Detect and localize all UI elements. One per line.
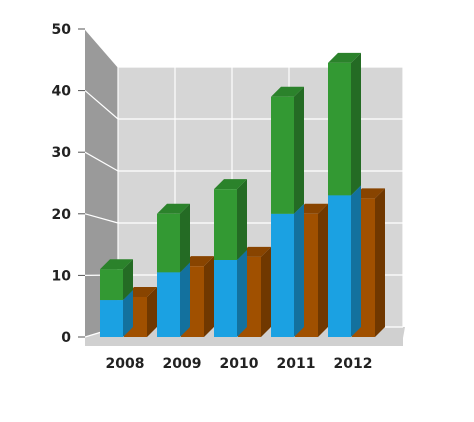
bar-side — [375, 188, 385, 337]
bar-side — [237, 179, 247, 260]
y-tick-label: 50 — [52, 22, 72, 38]
bar-side — [204, 256, 214, 337]
y-axis: 0 10 20 30 40 50 — [52, 22, 85, 346]
y-tick-label: 30 — [52, 145, 72, 161]
bar-side — [147, 286, 157, 337]
bar-2008-a1 — [100, 259, 133, 301]
bar-2009-a0 — [157, 262, 190, 337]
bar-front — [100, 269, 123, 301]
bar-side — [294, 203, 304, 337]
bar-2011-a0 — [271, 203, 304, 337]
y-tick-label: 0 — [61, 330, 71, 346]
bar-2010-a0 — [214, 250, 247, 337]
gridline-side — [84, 213, 119, 224]
bar-side — [123, 259, 133, 301]
bar-front — [328, 62, 351, 196]
bar-top — [157, 203, 190, 214]
bar-front — [271, 96, 294, 214]
x-tick-label: 2008 — [106, 356, 145, 372]
bar-front — [157, 272, 180, 337]
bar-2011-a1 — [271, 86, 304, 214]
gridline-side — [84, 28, 119, 68]
bar-side — [123, 290, 133, 337]
gridline-side — [84, 90, 119, 120]
bar-side — [180, 203, 190, 273]
bar-side — [180, 262, 190, 337]
bar-front — [214, 189, 237, 260]
bar-side — [351, 185, 361, 337]
x-tick-label: 2010 — [220, 356, 259, 372]
y-tick-label: 20 — [52, 207, 72, 223]
gridline-side — [84, 151, 119, 172]
bar-2009-a1 — [157, 203, 190, 273]
x-axis: 2008 2009 2010 2011 2012 — [106, 356, 373, 372]
bar-top — [328, 52, 361, 63]
bar-2012-a1 — [328, 52, 361, 196]
bar-side — [318, 203, 328, 337]
x-tick-label: 2011 — [277, 356, 316, 372]
bar-side — [237, 250, 247, 337]
bar-front — [271, 213, 294, 337]
bar-side — [351, 52, 361, 196]
bar-front — [157, 213, 180, 273]
bar-front — [214, 260, 237, 337]
x-tick-label: 2012 — [334, 356, 373, 372]
bar-2010-a1 — [214, 179, 247, 260]
y-tick-label: 10 — [52, 268, 72, 284]
bar-front — [100, 300, 123, 337]
bar-side — [294, 86, 304, 214]
x-tick-label: 2009 — [163, 356, 202, 372]
bar-series — [100, 52, 385, 337]
bar-top — [214, 179, 247, 190]
y-tick-label: 40 — [52, 84, 72, 100]
bar-front — [328, 195, 351, 337]
bar-top — [100, 259, 133, 270]
bar-side — [261, 246, 271, 337]
bar-2012-a0 — [328, 185, 361, 337]
bar-top — [271, 86, 304, 97]
